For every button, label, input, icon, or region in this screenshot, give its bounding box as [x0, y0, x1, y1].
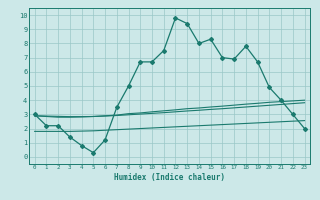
X-axis label: Humidex (Indice chaleur): Humidex (Indice chaleur) — [114, 173, 225, 182]
